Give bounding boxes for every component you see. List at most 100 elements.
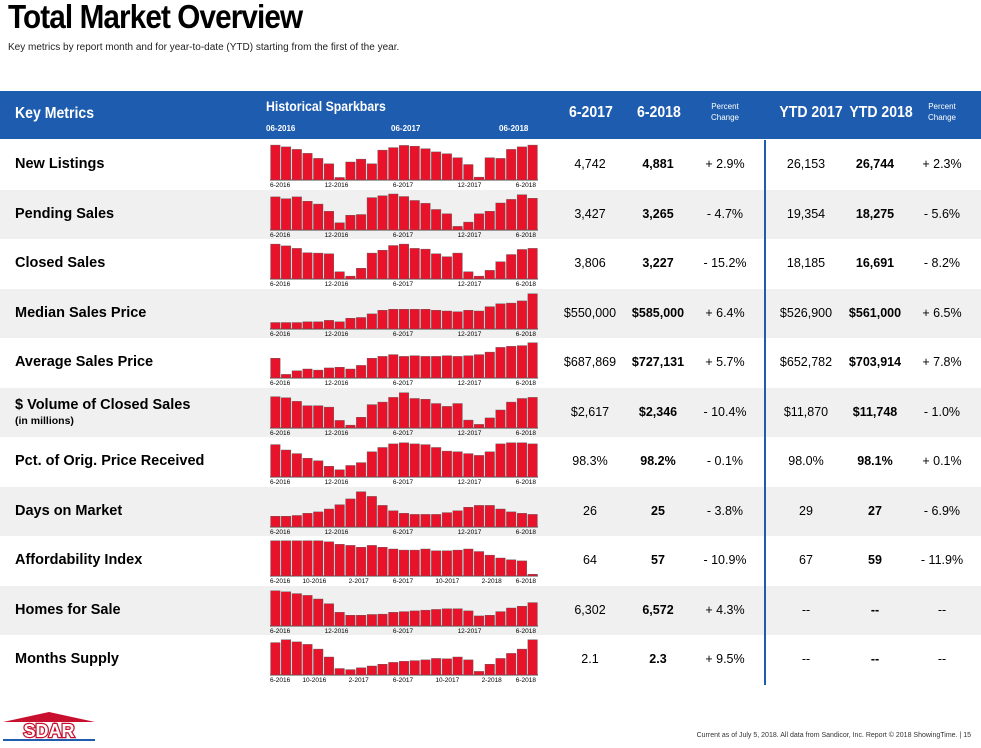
page-title: Total Market Overview [8, 0, 303, 35]
sparkbar-tick-label: 6-2017 [393, 281, 414, 287]
sparkbar [388, 308, 399, 329]
sparkbar [516, 146, 527, 181]
sparkbar [377, 546, 388, 577]
sparkbar [484, 210, 495, 230]
sparkbar [474, 275, 484, 280]
sparkbar [452, 402, 463, 428]
sparkbar [302, 404, 313, 428]
sparkbar [441, 310, 452, 329]
sparkbar [291, 370, 302, 379]
sparkbar [527, 248, 538, 280]
ytd-divider [764, 140, 766, 685]
sparkbar-chart: 6-2016 12-2016 6-2017 12-2017 6-2018 [270, 392, 538, 436]
sparkbar [474, 455, 484, 478]
sparkbar [409, 145, 420, 181]
sparkbar [356, 316, 367, 329]
sparkbar-tick-label: 10-2017 [435, 578, 459, 584]
metric-row: $ Volume of Closed Sales (in millions) 6-2… [0, 387, 981, 437]
sparkbar [334, 668, 345, 676]
sparkbar [420, 548, 431, 577]
metric-value-pct: + 5.7% [705, 355, 745, 369]
sparkbar-chart: 6-2016 12-2016 6-2017 12-2017 6-2018 [270, 491, 538, 535]
sparkbar [270, 243, 281, 280]
metric-value-v2017: $687,869 [563, 355, 617, 369]
sparkbar [527, 513, 538, 527]
sparkbar [409, 610, 420, 626]
sparkbar [281, 591, 292, 626]
sparkbar [516, 648, 527, 676]
sparkbar [366, 313, 377, 329]
sparkbar [474, 176, 484, 181]
sparkbar [399, 661, 409, 676]
metric-value-ytd2018: 27 [868, 503, 882, 518]
sparkbar [291, 248, 302, 280]
metric-value-ytd2017: 18,185 [786, 256, 826, 270]
sparkbar [324, 602, 334, 626]
sparkbar [334, 177, 345, 181]
metric-value-v2018: 2.3 [649, 652, 667, 666]
metric-value-v2017: 2.1 [581, 652, 599, 666]
metric-value-ytdpct: - 1.0% [923, 404, 961, 419]
metric-row: Closed Sales 6-2016 12-2016 6-2017 12-2017 6-… [0, 239, 981, 288]
sparkbar [463, 453, 474, 478]
sparkbar [324, 367, 334, 379]
metric-value-ytdpct: - 11.9% [920, 553, 964, 567]
sparkbar [366, 495, 377, 527]
header-key-metrics: Key Metrics [15, 105, 95, 122]
sparkbar [420, 148, 431, 181]
metric-value-ytd2017: 26,153 [786, 157, 826, 171]
sparkbar-chart: 6-2016 12-2016 6-2017 12-2017 6-2018 [270, 442, 538, 485]
sparkbar [281, 197, 292, 230]
metric-label: New Listings [15, 156, 105, 172]
sparkbar [356, 416, 367, 428]
metric-label: Affordability Index [15, 552, 143, 568]
sparkbar [291, 540, 302, 577]
sparkbar [441, 511, 452, 527]
sparkbar [484, 554, 495, 577]
sparkbar [377, 401, 388, 428]
sparkbar [345, 424, 356, 428]
sparkbar [441, 550, 452, 577]
sparkbar [431, 253, 442, 280]
sparkbar [474, 354, 484, 379]
sparkbar [281, 374, 292, 379]
sparkbar-tick-label: 6-2017 [393, 182, 414, 188]
sparkbar-tick-label: 6-2016 [270, 628, 291, 634]
sparkbar-tick-label: 6-2017 [393, 479, 414, 485]
sparkbar [334, 367, 345, 379]
sparkbar-tick-label: 6-2017 [393, 578, 414, 584]
sparkbar [474, 310, 484, 329]
sparkbar [516, 442, 527, 478]
sparkbar [377, 149, 388, 181]
sparkbar [356, 491, 367, 527]
metric-value-pct: - 10.4% [703, 404, 747, 419]
sparkbar-tick-label: 12-2016 [325, 479, 349, 485]
sparkbar [420, 248, 431, 280]
metric-value-ytdpct: - 8.2% [923, 256, 961, 270]
sparkbar [484, 305, 495, 329]
sparkbar [366, 665, 377, 676]
sparkbar [463, 506, 474, 527]
sparkbar [516, 605, 527, 626]
sparkbar [270, 395, 281, 428]
metric-value-ytdpct: -- [937, 652, 947, 666]
metric-value-ytd2018: $11,748 [852, 404, 898, 419]
metric-value-v2017: 98.3% [572, 454, 608, 468]
sparkbar [302, 512, 313, 527]
sparkbar [334, 469, 345, 478]
sparkbar [377, 664, 388, 676]
sparkbar [409, 248, 420, 280]
page-subtitle: Key metrics by report month and for year… [8, 42, 400, 53]
sparkbar [313, 158, 324, 181]
sparkbar [334, 271, 345, 280]
sparkbar [345, 368, 356, 379]
sparkbar [495, 158, 506, 181]
sparkbar [345, 614, 356, 626]
metric-value-v2018: 25 [651, 503, 665, 518]
sparkbar [399, 392, 409, 428]
sparkbar [420, 398, 431, 428]
header-ytd-pct-change: Percent Change [927, 102, 957, 122]
sparkbar [345, 317, 356, 329]
sparkbar [291, 641, 302, 676]
sparkbar [452, 608, 463, 626]
